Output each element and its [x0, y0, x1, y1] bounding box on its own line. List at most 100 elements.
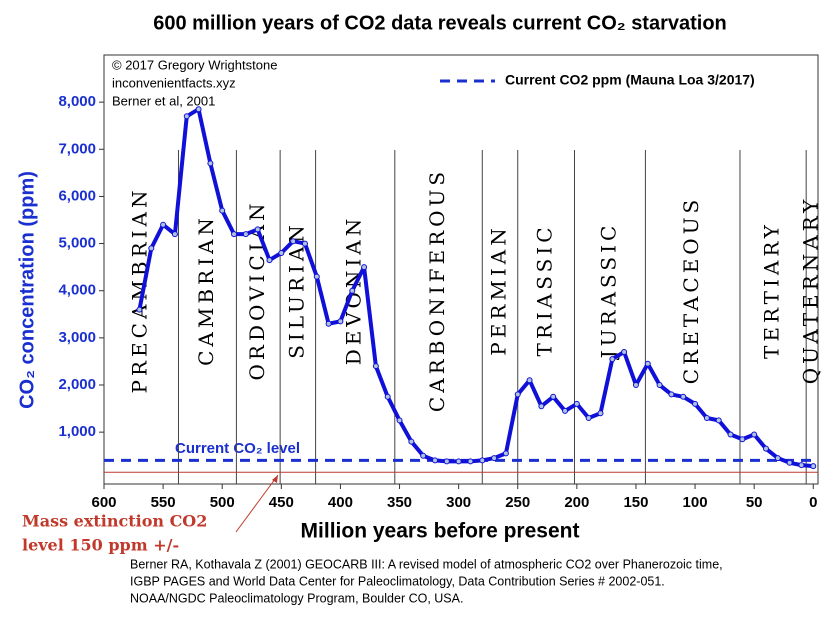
data-point — [562, 407, 569, 414]
data-point — [420, 452, 427, 459]
credit: inconvenientfacts.xyz — [112, 75, 236, 90]
data-point — [242, 231, 249, 238]
data-point — [680, 393, 687, 400]
x-tick-label: 100 — [683, 494, 708, 511]
data-point — [148, 245, 155, 252]
y-tick-label: 2,000 — [58, 376, 96, 393]
data-point — [668, 391, 675, 398]
data-point — [301, 240, 308, 247]
x-tick-label: 0 — [809, 494, 817, 511]
period-label: TRIASSIC — [533, 224, 557, 357]
co2-line — [137, 107, 814, 469]
legend-label: Current CO2 ppm (Mauna Loa 3/2017) — [505, 72, 755, 88]
data-point — [278, 250, 285, 256]
x-tick-label: 450 — [269, 494, 294, 511]
data-point — [207, 160, 214, 167]
data-point — [538, 403, 545, 410]
plot-frame — [103, 54, 819, 485]
x-tick-label: 600 — [91, 494, 116, 511]
data-point — [384, 393, 391, 400]
data-point — [751, 431, 758, 438]
credit: © 2017 Gregory Wrightstone — [112, 57, 277, 72]
y-tick-label: 3,000 — [58, 329, 96, 346]
data-point — [514, 391, 521, 398]
data-point — [136, 306, 143, 313]
data-point — [798, 462, 805, 469]
data-point — [455, 458, 462, 465]
data-point — [692, 400, 699, 407]
data-point — [479, 457, 486, 464]
data-point — [467, 458, 474, 465]
y-tick-label: 4,000 — [58, 282, 96, 299]
data-point — [585, 415, 592, 421]
y-tick-label: 8,000 — [58, 93, 96, 110]
data-point — [254, 226, 261, 233]
data-point — [597, 410, 604, 417]
data-point — [502, 450, 509, 457]
data-point — [219, 207, 226, 214]
y-tick-label: 6,000 — [58, 187, 96, 204]
data-point — [325, 320, 332, 327]
data-point — [408, 438, 415, 445]
data-point — [491, 455, 498, 462]
data-point — [290, 238, 297, 245]
data-point — [231, 231, 238, 238]
source-line: Berner RA, Kothavala Z (2001) GEOCARB II… — [130, 557, 723, 571]
x-tick-label: 350 — [387, 494, 412, 511]
data-point — [656, 382, 663, 388]
data-point — [644, 360, 651, 367]
x-tick-label: 400 — [328, 494, 353, 511]
data-point — [337, 318, 344, 325]
annotation-arrowhead — [272, 475, 278, 483]
data-point — [443, 458, 450, 465]
data-point — [195, 106, 202, 113]
data-point — [396, 417, 403, 424]
annotation-arrow — [235, 474, 279, 533]
x-tick-label: 200 — [564, 494, 589, 511]
x-tick-label: 500 — [210, 494, 235, 511]
data-point — [810, 463, 817, 470]
data-point — [621, 349, 628, 355]
reference-label: Current CO₂ level — [175, 440, 300, 457]
data-point — [183, 113, 190, 120]
data-point — [160, 221, 167, 228]
period-label: TERTIARY — [760, 221, 784, 359]
period-label: QUATERNARY — [799, 196, 823, 385]
data-point — [266, 257, 273, 264]
data-point — [361, 264, 368, 271]
data-point — [609, 356, 616, 363]
data-point — [372, 363, 379, 370]
x-tick-label: 250 — [505, 494, 530, 511]
data-point — [632, 382, 639, 388]
data-point — [762, 445, 769, 452]
period-label: CARBONIFEROUS — [425, 168, 449, 412]
y-tick-label: 5,000 — [58, 235, 96, 252]
x-tick-label: 150 — [623, 494, 648, 511]
x-tick-label: 50 — [746, 494, 763, 511]
data-point — [739, 436, 746, 443]
period-label: JURASSIC — [596, 222, 620, 361]
y-tick-label: 7,000 — [58, 140, 96, 157]
y-axis-label: CO₂ concentration (ppm) — [16, 171, 38, 409]
data-point — [526, 377, 533, 384]
data-point — [727, 431, 734, 438]
data-point — [313, 273, 320, 280]
data-point — [171, 231, 178, 238]
data-point — [431, 457, 438, 464]
data-point — [715, 417, 722, 424]
credit: Berner et al, 2001 — [112, 93, 215, 108]
x-axis-label: Million years before present — [301, 520, 580, 543]
data-point — [786, 459, 793, 466]
source-line: IGBP PAGES and World Data Center for Pal… — [130, 574, 665, 588]
data-point — [349, 287, 356, 294]
annotation: level 150 ppm +/- — [22, 536, 179, 555]
period-label: PERMIAN — [487, 224, 511, 355]
x-tick-label: 300 — [446, 494, 471, 511]
data-point — [774, 455, 781, 462]
data-point — [703, 415, 710, 421]
x-tick-label: 550 — [151, 494, 176, 511]
data-point — [550, 393, 557, 400]
chart-title: 600 million years of CO2 data reveals cu… — [153, 12, 727, 34]
period-label: CRETACEOUS — [679, 196, 703, 385]
